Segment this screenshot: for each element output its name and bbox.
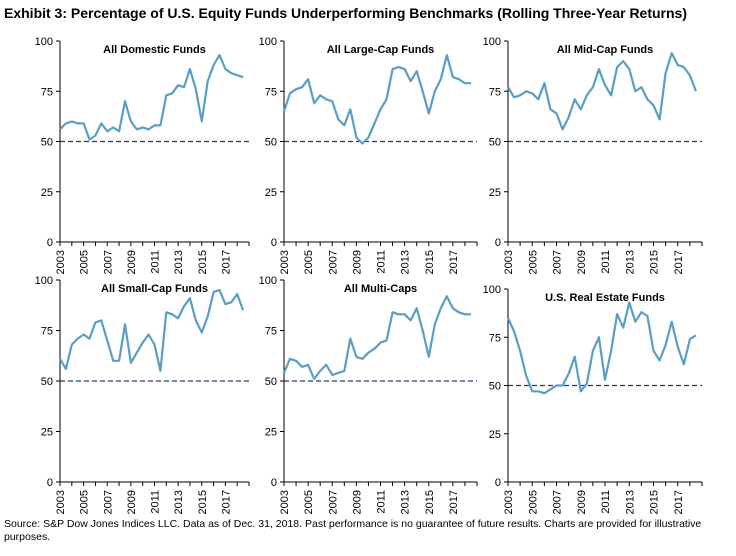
x-tick-label: 2009: [351, 250, 363, 274]
y-tick-label: 75: [489, 332, 501, 344]
x-tick-label: 2007: [327, 250, 339, 274]
y-tick-label: 75: [41, 326, 53, 338]
x-tick-label: 2005: [527, 490, 539, 514]
chart-panel-1: 0 25 50 75 100 2003 2005 2007 2009 2011 2013 2015 20…: [35, 36, 250, 274]
x-tick-label: 2015: [424, 250, 436, 274]
y-tick-label: 0: [271, 477, 277, 489]
y-tick-label: 50: [265, 376, 277, 388]
x-tick-label: 2011: [150, 490, 162, 514]
y-tick-label: 100: [259, 275, 277, 287]
x-tick-label: 2013: [173, 250, 185, 274]
x-tick-label: 2011: [376, 250, 388, 274]
x-tick-label: 2005: [303, 490, 315, 514]
x-tick-label: 2007: [327, 490, 339, 514]
y-tick-label: 100: [483, 284, 501, 296]
series-line: [506, 301, 697, 395]
x-tick-label: 2013: [624, 250, 636, 274]
x-tick-label: 2017: [448, 490, 460, 514]
x-tick-label: 2017: [673, 250, 685, 274]
x-tick-label: 2011: [150, 250, 162, 274]
y-tick-label: 50: [489, 137, 501, 149]
x-tick-label: 2015: [197, 490, 209, 514]
x-tick-label: 2009: [576, 250, 588, 274]
chart-panel-2: 0 25 50 75 100 2003 2005 2007 2009 2011 2013 2015 20…: [259, 36, 478, 274]
panel-title: All Mid-Cap Funds: [557, 44, 654, 56]
x-tick-label: 2009: [126, 250, 138, 274]
y-tick-label: 100: [259, 36, 277, 48]
x-tick-label: 2009: [126, 490, 138, 514]
series-line: [59, 289, 245, 372]
x-tick-label: 2003: [55, 490, 67, 514]
x-tick-label: 2007: [102, 250, 114, 274]
source-footnote: Source: S&P Dow Jones Indices LLC. Data …: [4, 518, 702, 543]
x-tick-label: 2017: [220, 490, 232, 514]
y-tick-label: 0: [47, 237, 53, 249]
x-tick-label: 2017: [448, 250, 460, 274]
y-tick-label: 75: [41, 86, 53, 98]
x-tick-label: 2005: [79, 250, 91, 274]
x-tick-label: 2011: [376, 490, 388, 514]
y-tick-label: 0: [495, 237, 501, 249]
y-tick-label: 25: [265, 427, 277, 439]
y-tick-label: 0: [47, 477, 53, 489]
x-tick-label: 2013: [624, 490, 636, 514]
x-tick-label: 2007: [552, 490, 564, 514]
series-line: [282, 53, 471, 145]
y-tick-label: 25: [489, 429, 501, 441]
y-tick-label: 25: [41, 427, 53, 439]
x-tick-label: 2007: [102, 490, 114, 514]
chart-panel-6: 0 25 50 75 100 2003 2005 2007 2009 2011 2013 2015 20…: [483, 284, 703, 514]
x-tick-label: 2003: [503, 490, 515, 514]
x-tick-label: 2013: [173, 490, 185, 514]
series-line: [507, 51, 697, 131]
y-tick-label: 100: [35, 36, 53, 48]
x-tick-label: 2013: [400, 250, 412, 274]
panel-title: All Multi-Caps: [344, 283, 417, 295]
chart-panel-5: 0 25 50 75 100 2003 2005 2007 2009 2011 2013 2015 20…: [259, 275, 478, 514]
x-tick-label: 2017: [220, 250, 232, 274]
y-tick-label: 25: [265, 187, 277, 199]
x-tick-label: 2003: [503, 250, 515, 274]
x-tick-label: 2015: [649, 490, 661, 514]
y-tick-label: 25: [489, 187, 501, 199]
chart-panel-4: 0 25 50 75 100 2003 2005 2007 2009 2011 2013 2015 20…: [35, 275, 250, 514]
y-tick-label: 75: [489, 86, 501, 98]
x-tick-label: 2009: [351, 490, 363, 514]
x-tick-label: 2015: [649, 250, 661, 274]
panel-title: U.S. Real Estate Funds: [545, 292, 665, 304]
x-tick-label: 2015: [424, 490, 436, 514]
x-tick-label: 2015: [197, 250, 209, 274]
exhibit-title: Exhibit 3: Percentage of U.S. Equity Fun…: [4, 5, 688, 21]
x-tick-label: 2011: [600, 490, 612, 514]
y-tick-label: 50: [41, 376, 53, 388]
y-tick-label: 25: [41, 187, 53, 199]
x-tick-label: 2003: [279, 250, 291, 274]
y-tick-label: 0: [495, 477, 501, 489]
panel-title: All Large-Cap Funds: [327, 44, 435, 56]
series-line: [282, 295, 471, 381]
x-tick-label: 2007: [552, 250, 564, 274]
y-tick-label: 50: [41, 137, 53, 149]
x-tick-label: 2003: [279, 490, 291, 514]
series-line: [59, 53, 244, 141]
x-tick-label: 2009: [576, 490, 588, 514]
y-tick-label: 75: [265, 86, 277, 98]
x-tick-label: 2005: [303, 250, 315, 274]
panel-title: All Small-Cap Funds: [101, 283, 208, 295]
y-tick-label: 100: [35, 275, 53, 287]
y-tick-label: 0: [271, 237, 277, 249]
y-tick-label: 50: [265, 137, 277, 149]
panel-title: All Domestic Funds: [103, 44, 206, 56]
y-tick-label: 75: [265, 326, 277, 338]
x-tick-label: 2005: [527, 250, 539, 274]
x-tick-label: 2013: [400, 490, 412, 514]
x-tick-label: 2003: [55, 250, 67, 274]
x-tick-label: 2011: [600, 250, 612, 274]
x-tick-label: 2005: [79, 490, 91, 514]
x-tick-label: 2017: [673, 490, 685, 514]
y-tick-label: 100: [483, 36, 501, 48]
chart-panel-3: 0 25 50 75 100 2003 2005 2007 2009 2011 2013 2015 20…: [483, 36, 703, 274]
y-tick-label: 50: [489, 381, 501, 393]
